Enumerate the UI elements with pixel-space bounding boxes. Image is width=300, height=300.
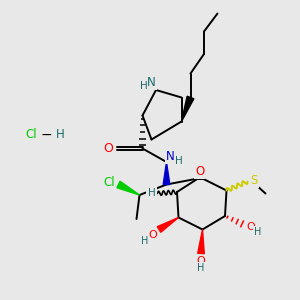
Text: H: H xyxy=(175,155,183,166)
Text: H: H xyxy=(197,262,205,273)
Text: O: O xyxy=(196,256,206,266)
Text: H: H xyxy=(148,188,155,198)
Text: Cl: Cl xyxy=(26,128,37,142)
Text: H: H xyxy=(56,128,64,142)
Polygon shape xyxy=(157,218,178,232)
Text: H: H xyxy=(254,226,262,237)
Text: S: S xyxy=(250,173,258,187)
Text: N: N xyxy=(147,76,156,89)
Text: O: O xyxy=(148,230,157,241)
Text: O: O xyxy=(246,221,255,232)
Text: O: O xyxy=(195,165,204,178)
Text: H: H xyxy=(140,81,147,92)
Text: H: H xyxy=(141,236,148,246)
Text: Cl: Cl xyxy=(104,176,115,190)
Text: O: O xyxy=(103,142,113,155)
Text: N: N xyxy=(166,150,175,163)
Polygon shape xyxy=(117,181,140,195)
Polygon shape xyxy=(163,162,170,184)
Polygon shape xyxy=(182,96,194,122)
Text: −: − xyxy=(41,128,52,142)
Polygon shape xyxy=(198,230,204,254)
